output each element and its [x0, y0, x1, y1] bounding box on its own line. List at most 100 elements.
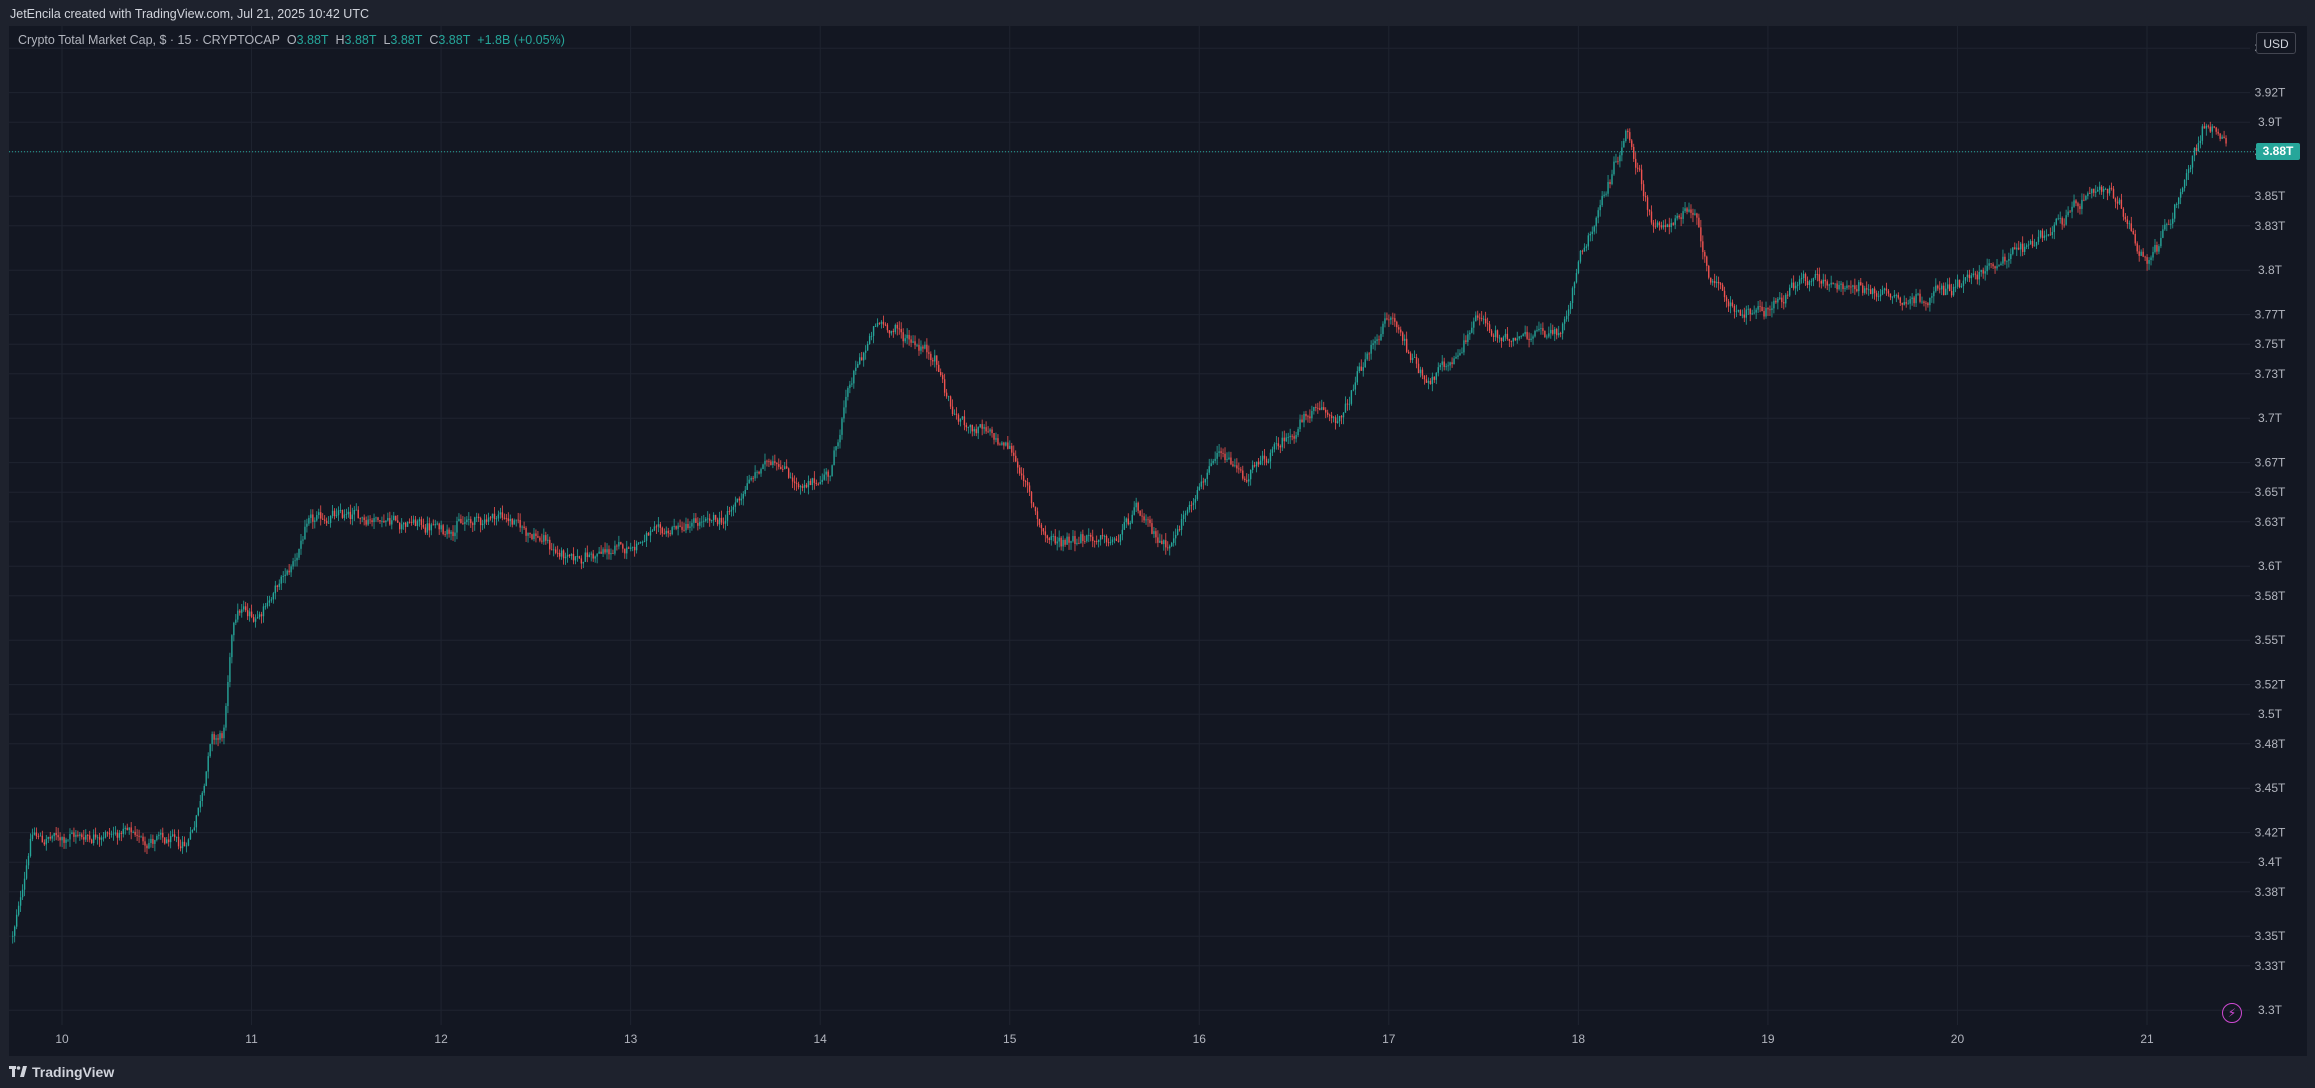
candle-body — [596, 553, 598, 557]
candle-body — [2205, 125, 2208, 129]
candle-body — [1196, 490, 1199, 500]
candle-body — [59, 837, 61, 841]
candle-body — [1386, 318, 1388, 320]
candle-body — [1449, 362, 1451, 366]
candle-body — [65, 839, 67, 843]
candle-body — [710, 520, 713, 521]
candle-body — [2132, 230, 2134, 234]
candle-body — [922, 346, 924, 349]
candle-body — [770, 461, 772, 466]
candle-body — [1382, 323, 1384, 335]
candle-body — [938, 364, 940, 372]
candle-body — [1492, 335, 1495, 337]
candle-body — [487, 517, 490, 522]
candle-body — [1317, 407, 1319, 409]
candle-body — [1407, 351, 1410, 354]
candle-body — [2029, 240, 2032, 245]
candle-body — [75, 834, 77, 837]
candle-body — [1036, 511, 1039, 520]
candle-body — [1026, 481, 1029, 486]
candle-body — [1704, 252, 1706, 257]
candle-body — [428, 523, 431, 531]
candle-body — [1682, 211, 1684, 219]
candle-body — [57, 835, 59, 838]
candle-body — [1678, 215, 1680, 218]
candle-body — [1403, 338, 1406, 341]
lightning-bolt-icon[interactable]: ⚡︎ — [2222, 1003, 2242, 1023]
candle-body — [391, 520, 393, 525]
candle-body — [1597, 210, 1599, 218]
candle-body — [1915, 294, 1917, 304]
candle-body — [130, 827, 132, 833]
candle-body — [233, 622, 235, 636]
candle-body — [1072, 536, 1074, 542]
candle-body — [389, 518, 391, 525]
candle-body — [1370, 344, 1372, 354]
candle-body — [2187, 169, 2190, 174]
tradingview-logo[interactable]: TradingView — [9, 1061, 114, 1083]
y-tick-label: 3.8T — [2258, 263, 2283, 277]
candle-body — [1664, 225, 1667, 227]
candle-body — [1787, 294, 1789, 296]
candle-body — [1017, 461, 1019, 468]
candle-body — [831, 465, 833, 477]
candle-body — [1662, 225, 1665, 228]
candle-body — [1982, 269, 1984, 274]
candle-body — [1356, 371, 1359, 383]
time-axis: 10 11 12 13 14 15 16 17 18 19 20 21 — [55, 1032, 2154, 1046]
candle-body — [1873, 288, 1876, 294]
candle-body — [1854, 285, 1856, 290]
candle-body — [614, 545, 616, 554]
candle-body — [2150, 257, 2152, 261]
candle-body — [2162, 229, 2164, 238]
candle-body — [211, 734, 213, 745]
candle-body — [294, 560, 296, 562]
candle-body — [466, 519, 468, 523]
y-tick-label: 3.65T — [2255, 485, 2286, 499]
candle-body — [1674, 218, 1676, 225]
legend-open-label: O — [286, 33, 297, 47]
candle-body — [1753, 312, 1755, 314]
candle-body — [740, 498, 742, 501]
candle-body — [316, 515, 318, 521]
candle-body — [847, 387, 849, 397]
candle-body — [452, 531, 454, 537]
candle-body — [1879, 294, 1882, 297]
candle-body — [343, 514, 346, 518]
candle-body — [2211, 126, 2213, 132]
candle-body — [659, 524, 662, 528]
candle-body — [916, 344, 918, 346]
candle-body — [379, 520, 381, 522]
candle-body — [1392, 317, 1394, 319]
candle-body — [375, 517, 377, 519]
candle-body — [1792, 282, 1795, 289]
candle-body — [132, 831, 134, 833]
candle-body — [525, 527, 527, 536]
candle-body — [1479, 317, 1481, 319]
candle-body — [1871, 288, 1874, 295]
candle-body — [1646, 197, 1649, 210]
candle-body — [1984, 271, 1986, 274]
candle-body — [1477, 315, 1479, 318]
candle-body — [1212, 460, 1214, 464]
candle-body — [2197, 142, 2200, 152]
candle-body — [1577, 261, 1580, 274]
candle-body — [51, 836, 53, 839]
candle-body — [1633, 146, 1635, 159]
candle-body — [1384, 318, 1386, 324]
candle-body — [1516, 338, 1518, 341]
currency-button[interactable]: USD — [2256, 32, 2296, 54]
candle-body — [1200, 481, 1203, 487]
candle-body — [997, 438, 999, 445]
candle-body — [730, 509, 733, 512]
candle-body — [1457, 355, 1459, 357]
candle-body — [1439, 364, 1441, 368]
candle-body — [2091, 188, 2093, 194]
candle-body — [274, 585, 277, 594]
candle-body — [438, 523, 440, 530]
candle-body — [1962, 280, 1965, 286]
candle-body — [1700, 227, 1702, 242]
candle-body — [2225, 137, 2227, 144]
candle-body — [1654, 226, 1657, 228]
